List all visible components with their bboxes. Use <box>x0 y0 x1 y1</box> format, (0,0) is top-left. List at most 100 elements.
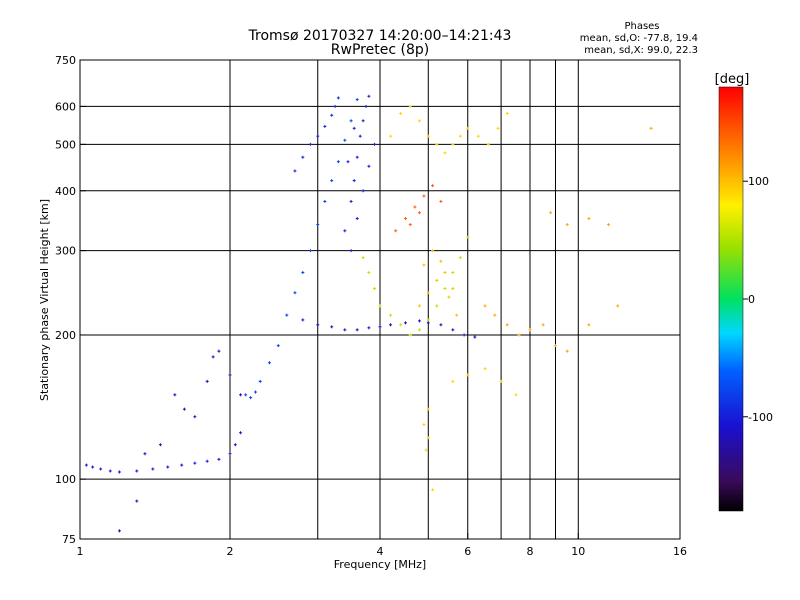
data-point <box>435 278 439 282</box>
data-point <box>417 211 421 215</box>
data-point <box>336 160 340 164</box>
data-point <box>541 323 545 327</box>
data-point <box>239 431 243 435</box>
data-point <box>408 333 412 337</box>
data-point <box>466 126 470 130</box>
data-point <box>424 448 428 452</box>
y-tick-label: 200 <box>55 329 76 342</box>
data-point <box>151 467 155 471</box>
data-point <box>378 304 382 308</box>
data-point <box>389 323 393 327</box>
data-point <box>403 321 407 325</box>
data-point <box>426 321 430 325</box>
data-point <box>301 271 305 275</box>
data-point <box>451 271 455 275</box>
phase-stats-x: mean, sd,X: 99.0, 22.3 <box>584 45 698 56</box>
data-point <box>343 328 347 332</box>
colorbar <box>718 86 744 512</box>
y-tick-label: 100 <box>55 473 76 486</box>
data-point <box>422 194 426 198</box>
data-point <box>233 443 237 447</box>
data-point <box>399 111 403 115</box>
data-point <box>361 189 365 193</box>
data-point <box>422 263 426 267</box>
data-point <box>505 323 509 327</box>
data-point <box>439 199 443 203</box>
data-point <box>333 104 337 108</box>
data-point <box>301 318 305 322</box>
data-point <box>496 126 500 130</box>
data-point <box>528 328 532 332</box>
data-point <box>389 134 393 138</box>
data-point <box>143 452 147 456</box>
data-point <box>426 318 430 322</box>
data-point <box>426 291 430 295</box>
data-point <box>505 111 509 115</box>
data-point <box>205 459 209 463</box>
data-point <box>483 304 487 308</box>
data-point <box>514 393 518 397</box>
colorbar-label: [deg] <box>715 72 750 87</box>
data-point <box>293 169 297 173</box>
data-point <box>565 349 569 353</box>
data-point <box>607 223 611 227</box>
data-point <box>373 287 377 291</box>
data-point <box>316 134 320 138</box>
data-point <box>435 142 439 146</box>
y-tick-label: 500 <box>55 138 76 151</box>
data-point <box>355 217 359 221</box>
data-point <box>443 271 447 275</box>
data-point <box>422 423 426 427</box>
data-point <box>117 529 121 533</box>
data-point <box>451 142 455 146</box>
chart-subtitle: RwPretec (8p) <box>331 42 429 58</box>
data-point <box>553 344 557 348</box>
data-point <box>616 304 620 308</box>
data-point <box>431 184 435 188</box>
y-axis-label: Stationary phase Virtual Height [km] <box>38 199 51 401</box>
data-point <box>458 134 462 138</box>
colorbar-tick-label: 100 <box>748 175 769 188</box>
data-point <box>355 155 359 159</box>
data-point <box>367 164 371 168</box>
data-point <box>158 443 162 447</box>
data-point <box>473 335 477 339</box>
data-point <box>346 160 350 164</box>
data-point <box>352 179 356 183</box>
data-point <box>349 249 353 253</box>
data-point <box>367 94 371 98</box>
data-point <box>389 313 393 317</box>
data-point <box>451 287 455 291</box>
phase-stats-o: mean, sd,O: -77.8, 19.4 <box>580 33 698 44</box>
data-point <box>439 259 443 263</box>
data-point <box>267 361 271 365</box>
data-point <box>308 142 312 146</box>
data-point <box>330 113 334 117</box>
data-point <box>426 134 430 138</box>
data-point <box>565 223 569 227</box>
data-point <box>293 291 297 295</box>
data-point <box>117 470 121 474</box>
axis-ticks: 1 2 4 6 8 10 16 75 100 200 300 400 500 600 750 <box>55 54 687 558</box>
y-tick-label: 75 <box>62 533 76 546</box>
data-point <box>301 155 305 159</box>
data-point <box>364 104 368 108</box>
data-point <box>343 229 347 233</box>
colorbar-tick-label: -100 <box>748 411 773 424</box>
data-point <box>211 355 215 359</box>
grid <box>80 59 680 540</box>
data-point <box>394 229 398 233</box>
x-tick-label: 10 <box>571 545 585 558</box>
data-point <box>447 295 451 299</box>
data-points <box>84 94 653 533</box>
data-point <box>451 379 455 383</box>
data-point <box>361 119 365 123</box>
data-point <box>323 124 327 128</box>
data-point <box>399 323 403 327</box>
data-point <box>173 393 177 397</box>
data-point <box>330 325 334 329</box>
data-point <box>431 488 435 492</box>
data-point <box>205 379 209 383</box>
data-point <box>217 349 221 353</box>
x-tick-label: 16 <box>673 545 687 558</box>
